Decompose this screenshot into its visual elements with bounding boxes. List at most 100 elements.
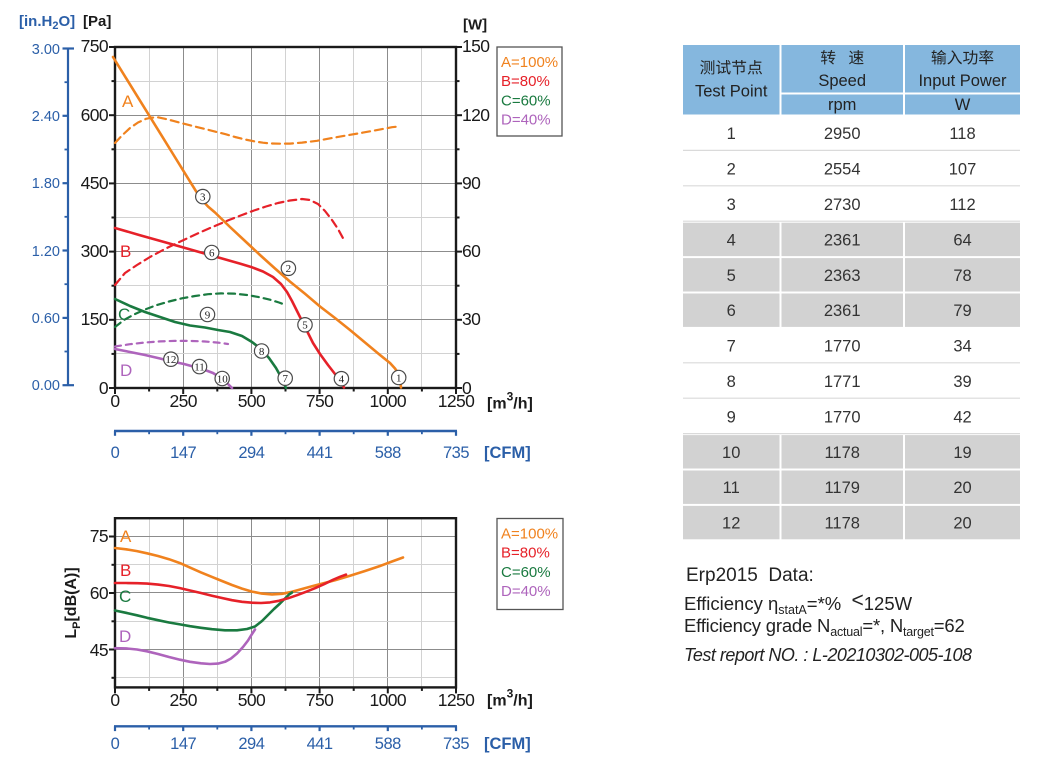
svg-text:120: 120 (462, 105, 490, 125)
svg-text:Input Power: Input Power (918, 72, 1007, 90)
svg-text:B=80%: B=80% (501, 73, 550, 90)
svg-text:12: 12 (722, 515, 740, 533)
svg-text:[in.H2O]: [in.H2O] (19, 13, 75, 32)
svg-text:300: 300 (81, 241, 109, 261)
svg-text:450: 450 (81, 173, 109, 193)
svg-text:Efficiency ηstatA=*% <125W: Efficiency ηstatA=*% <125W (684, 589, 913, 617)
svg-text:11: 11 (723, 479, 740, 497)
svg-text:1179: 1179 (824, 479, 859, 497)
svg-text:Test report NO. : L-20210302-0: Test report NO. : L-20210302-005-108 (684, 645, 972, 665)
svg-text:3.00: 3.00 (32, 42, 60, 58)
svg-text:735: 735 (443, 735, 469, 753)
svg-text:Test Point: Test Point (695, 83, 768, 101)
svg-text:D: D (119, 627, 131, 646)
svg-text:8: 8 (727, 373, 736, 391)
svg-text:B: B (120, 242, 131, 261)
svg-text:[CFM]: [CFM] (484, 735, 531, 753)
svg-text:3: 3 (200, 191, 206, 203)
svg-text:0: 0 (110, 690, 120, 710)
svg-text:735: 735 (443, 444, 469, 462)
svg-text:C: C (119, 587, 131, 606)
svg-text:[CFM]: [CFM] (484, 444, 531, 462)
svg-text:600: 600 (81, 105, 109, 125)
svg-text:1770: 1770 (824, 408, 861, 426)
svg-text:34: 34 (953, 338, 971, 356)
svg-text:150: 150 (462, 36, 490, 56)
svg-text:A: A (122, 92, 134, 111)
svg-text:1178: 1178 (824, 444, 859, 462)
svg-text:[Pa]: [Pa] (83, 13, 111, 30)
svg-text:0: 0 (462, 378, 472, 398)
svg-text:0: 0 (110, 391, 120, 411)
svg-text:441: 441 (307, 444, 333, 462)
svg-text:750: 750 (306, 690, 334, 710)
svg-text:0: 0 (111, 735, 120, 753)
svg-text:D: D (120, 361, 132, 380)
svg-text:2554: 2554 (824, 161, 861, 179)
svg-text:60: 60 (462, 241, 481, 261)
svg-text:39: 39 (953, 373, 971, 391)
svg-text:A=100%: A=100% (501, 526, 558, 543)
svg-text:5: 5 (727, 267, 736, 285)
svg-text:Speed: Speed (818, 72, 866, 90)
svg-text:19: 19 (953, 444, 971, 462)
svg-text:9: 9 (205, 309, 211, 321)
svg-text:750: 750 (306, 391, 334, 411)
svg-text:B=80%: B=80% (501, 545, 550, 562)
svg-text:750: 750 (81, 36, 109, 56)
svg-text:64: 64 (953, 231, 971, 249)
svg-text:1.80: 1.80 (32, 176, 60, 192)
svg-text:294: 294 (238, 735, 264, 753)
svg-text:2: 2 (727, 161, 736, 179)
svg-text:2950: 2950 (824, 125, 861, 143)
svg-text:0: 0 (99, 378, 109, 398)
svg-text:10: 10 (722, 444, 740, 462)
svg-text:0.60: 0.60 (32, 311, 60, 327)
svg-text:118: 118 (949, 125, 975, 143)
svg-text:C=60%: C=60% (501, 564, 551, 581)
svg-text:W: W (955, 96, 971, 114)
svg-text:2730: 2730 (824, 196, 861, 214)
svg-text:12: 12 (165, 354, 176, 366)
svg-text:150: 150 (81, 309, 109, 329)
svg-text:[m3/h]: [m3/h] (487, 390, 533, 413)
svg-text:1000: 1000 (370, 690, 407, 710)
svg-text:2361: 2361 (824, 302, 861, 320)
svg-text:107: 107 (949, 161, 977, 179)
svg-text:1250: 1250 (438, 690, 475, 710)
svg-text:60: 60 (90, 583, 109, 603)
svg-text:B: B (120, 561, 131, 580)
svg-text:1770: 1770 (824, 338, 861, 356)
svg-text:1771: 1771 (824, 373, 861, 391)
svg-text:147: 147 (170, 735, 196, 753)
svg-text:250: 250 (169, 690, 197, 710)
svg-text:9: 9 (727, 408, 736, 426)
svg-text:C=60%: C=60% (501, 92, 551, 109)
svg-text:1000: 1000 (370, 391, 407, 411)
svg-text:1178: 1178 (824, 515, 859, 533)
svg-text:500: 500 (238, 391, 266, 411)
svg-text:0.00: 0.00 (32, 378, 60, 394)
svg-text:45: 45 (90, 640, 108, 660)
svg-text:588: 588 (375, 444, 401, 462)
svg-text:rpm: rpm (828, 96, 856, 114)
svg-text:588: 588 (375, 735, 401, 753)
svg-text:A: A (120, 527, 132, 546)
svg-text:C: C (118, 305, 130, 324)
svg-text:112: 112 (949, 196, 975, 214)
svg-text:2.40: 2.40 (32, 109, 60, 125)
svg-text:2363: 2363 (824, 267, 861, 285)
svg-text:[m3/h]: [m3/h] (487, 687, 533, 710)
svg-text:4: 4 (339, 374, 345, 386)
svg-text:5: 5 (302, 320, 308, 332)
svg-text:1: 1 (396, 372, 402, 384)
svg-text:1: 1 (727, 125, 736, 143)
svg-text:A=100%: A=100% (501, 54, 558, 71)
svg-text:[W]: [W] (463, 17, 487, 34)
svg-text:LP[dB(A)]: LP[dB(A)] (63, 567, 83, 638)
svg-text:0: 0 (111, 444, 120, 462)
svg-text:D=40%: D=40% (501, 583, 551, 600)
svg-text:7: 7 (282, 373, 288, 385)
svg-text:250: 250 (169, 391, 197, 411)
svg-text:500: 500 (238, 690, 266, 710)
